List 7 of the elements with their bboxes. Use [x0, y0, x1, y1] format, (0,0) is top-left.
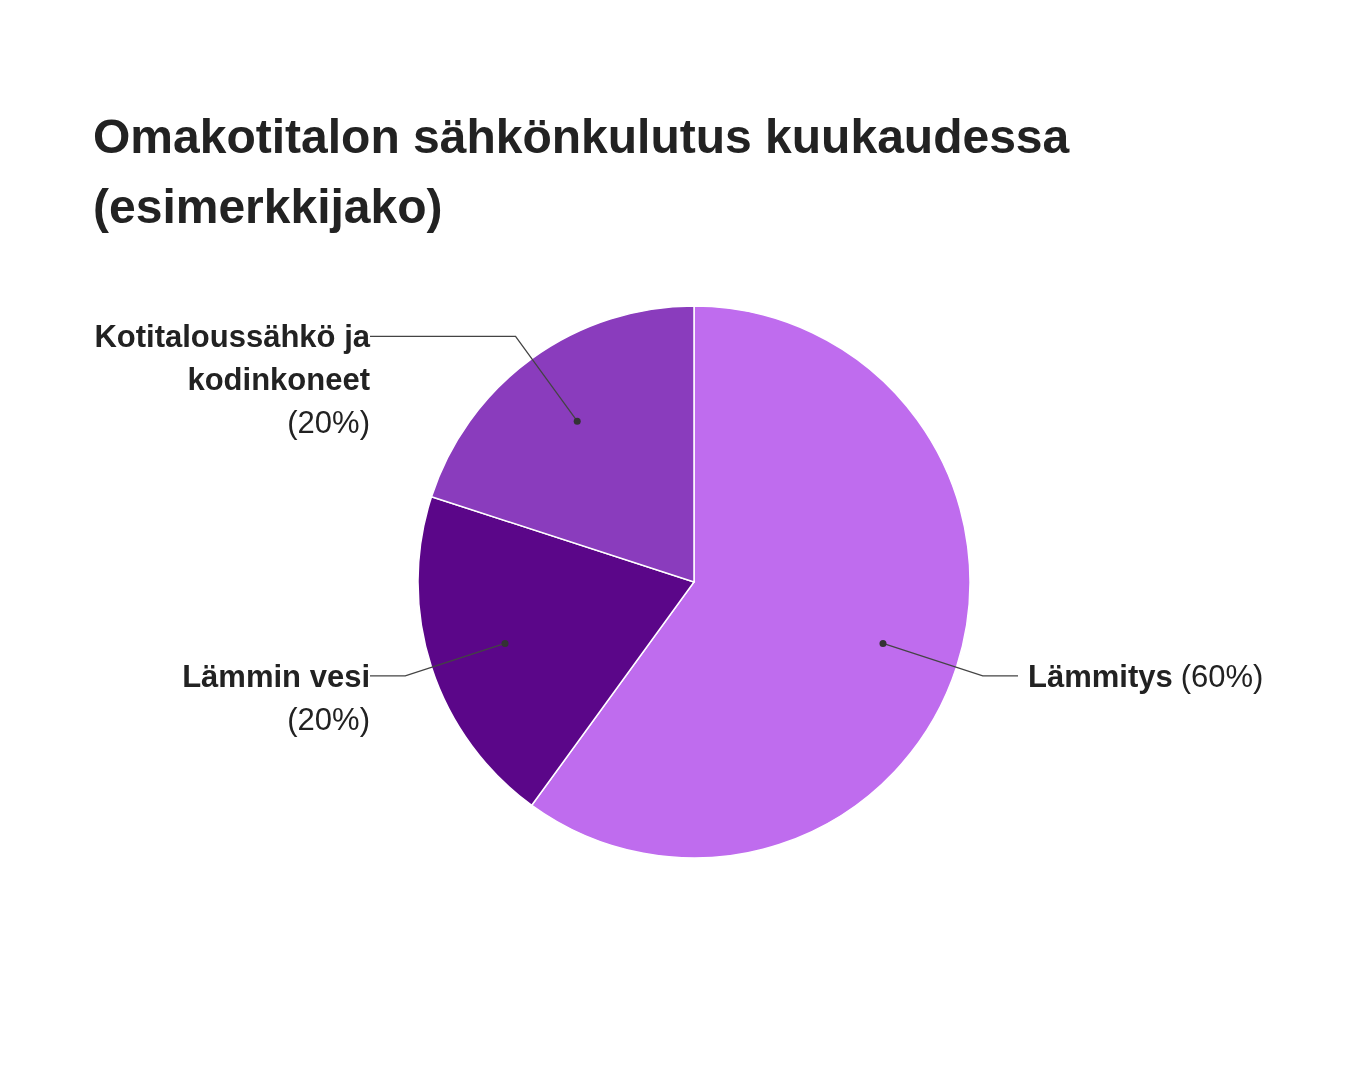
data-label: (60%): [1180, 658, 1264, 694]
slice-label: Kotitaloussähkö ja kodinkoneet: [94, 319, 371, 398]
data-label: (20%): [287, 405, 370, 441]
slice-label: Lämmitys: [1028, 658, 1173, 694]
data-label: (20%): [287, 701, 370, 737]
chart-title: Omakotitalon sähkönkulutus kuukaudessa (esimerkkijako): [93, 110, 1070, 233]
slice-label: Lämmin vesi: [182, 658, 370, 694]
